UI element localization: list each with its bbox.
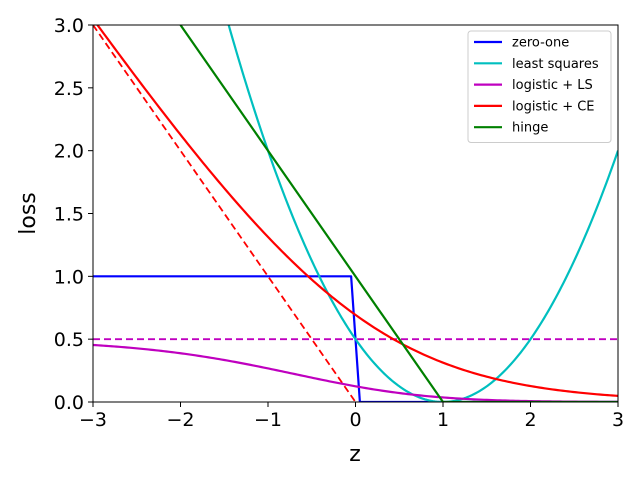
legend-label: least squares	[512, 57, 599, 72]
series-line-hinge	[179, 25, 618, 402]
y-tick-label: 1.0	[54, 266, 84, 288]
series-line-least-squares	[227, 25, 618, 402]
x-tick-label: 3	[612, 409, 624, 431]
x-tick-label: 2	[524, 409, 536, 431]
y-tick-label: 2.0	[54, 141, 84, 163]
x-axis-label: z	[349, 442, 361, 467]
legend-label: hinge	[512, 121, 548, 136]
legend: zero-one least squares logistic + LS logist…	[467, 30, 612, 143]
y-tick-label: 2.5	[54, 78, 84, 100]
axis-ticks: −3 −2 −1 0 1 2 3 0.0 0.5 1.0 1.5 2.0 2.5 3.0	[54, 15, 624, 431]
x-tick-label: −1	[254, 409, 282, 431]
legend-box	[467, 30, 612, 143]
x-tick-label: 1	[437, 409, 449, 431]
legend-label: logistic + CE	[512, 99, 595, 114]
plot-lines	[93, 25, 618, 402]
legend-label: zero-one	[512, 36, 569, 51]
x-tick-label: −2	[166, 409, 194, 431]
series-line-logistic-ce	[96, 25, 618, 397]
y-tick-label: 0.0	[54, 392, 84, 414]
y-tick-label: 1.5	[54, 204, 84, 226]
y-tick-label: 3.0	[54, 15, 84, 37]
x-tick-label: −3	[79, 409, 107, 431]
y-axis-label: loss	[16, 192, 41, 235]
y-tick-label: 0.5	[54, 329, 84, 351]
x-tick-label: 0	[349, 409, 361, 431]
reference-line-1	[93, 25, 357, 402]
legend-label: logistic + LS	[512, 78, 593, 93]
